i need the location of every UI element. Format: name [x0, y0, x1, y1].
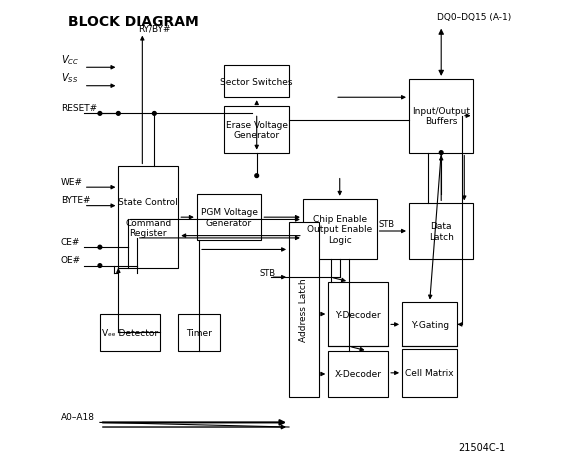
Circle shape [439, 151, 443, 155]
FancyBboxPatch shape [409, 204, 473, 259]
FancyBboxPatch shape [289, 222, 319, 397]
Text: Y-Decoder: Y-Decoder [335, 310, 381, 319]
Text: Chip Enable
Output Enable
Logic: Chip Enable Output Enable Logic [307, 214, 372, 244]
Text: WE#: WE# [61, 177, 83, 187]
FancyBboxPatch shape [328, 351, 388, 397]
Text: Erase Voltage
Generator: Erase Voltage Generator [226, 120, 288, 140]
Text: $V_{SS}$: $V_{SS}$ [61, 71, 78, 85]
Text: A0–A18: A0–A18 [61, 412, 95, 421]
FancyBboxPatch shape [178, 314, 220, 351]
Text: Data
Latch: Data Latch [429, 222, 454, 241]
Text: OE#: OE# [61, 256, 81, 265]
Text: 21504C-1: 21504C-1 [458, 443, 506, 452]
Circle shape [117, 113, 120, 116]
FancyBboxPatch shape [224, 107, 289, 153]
Text: Address Latch: Address Latch [299, 278, 309, 342]
Text: Y-Gating: Y-Gating [410, 320, 449, 329]
Text: Input/Output
Buffers: Input/Output Buffers [412, 107, 470, 126]
Text: X-Decoder: X-Decoder [335, 369, 381, 379]
FancyBboxPatch shape [303, 199, 377, 259]
FancyBboxPatch shape [100, 314, 160, 351]
Text: Sector Switches: Sector Switches [220, 77, 293, 87]
Text: BYTE#: BYTE# [61, 196, 90, 205]
FancyBboxPatch shape [409, 80, 473, 153]
Text: State Control

Command
Register: State Control Command Register [118, 198, 178, 238]
Text: PGM Voltage
Generator: PGM Voltage Generator [201, 208, 258, 227]
Text: RY/BY#: RY/BY# [138, 25, 170, 33]
Text: DQ0–DQ15 (A-1): DQ0–DQ15 (A-1) [436, 13, 511, 22]
Text: STB: STB [259, 268, 275, 277]
Circle shape [255, 175, 258, 178]
Circle shape [153, 113, 156, 116]
Circle shape [98, 113, 102, 116]
Text: $V_{CC}$: $V_{CC}$ [61, 53, 79, 67]
Circle shape [98, 264, 102, 268]
Text: Cell Matrix: Cell Matrix [405, 369, 454, 377]
FancyBboxPatch shape [402, 303, 457, 347]
Text: Vₑₑ Detector: Vₑₑ Detector [102, 328, 158, 337]
Text: STB: STB [379, 220, 395, 229]
FancyBboxPatch shape [328, 282, 388, 347]
Text: BLOCK DIAGRAM: BLOCK DIAGRAM [68, 15, 198, 29]
FancyBboxPatch shape [197, 194, 261, 241]
Text: CE#: CE# [61, 237, 80, 246]
Text: RESET#: RESET# [61, 104, 97, 113]
FancyBboxPatch shape [402, 349, 457, 397]
Circle shape [98, 246, 102, 250]
Text: Timer: Timer [186, 328, 212, 337]
FancyBboxPatch shape [118, 167, 178, 269]
FancyBboxPatch shape [224, 66, 289, 98]
